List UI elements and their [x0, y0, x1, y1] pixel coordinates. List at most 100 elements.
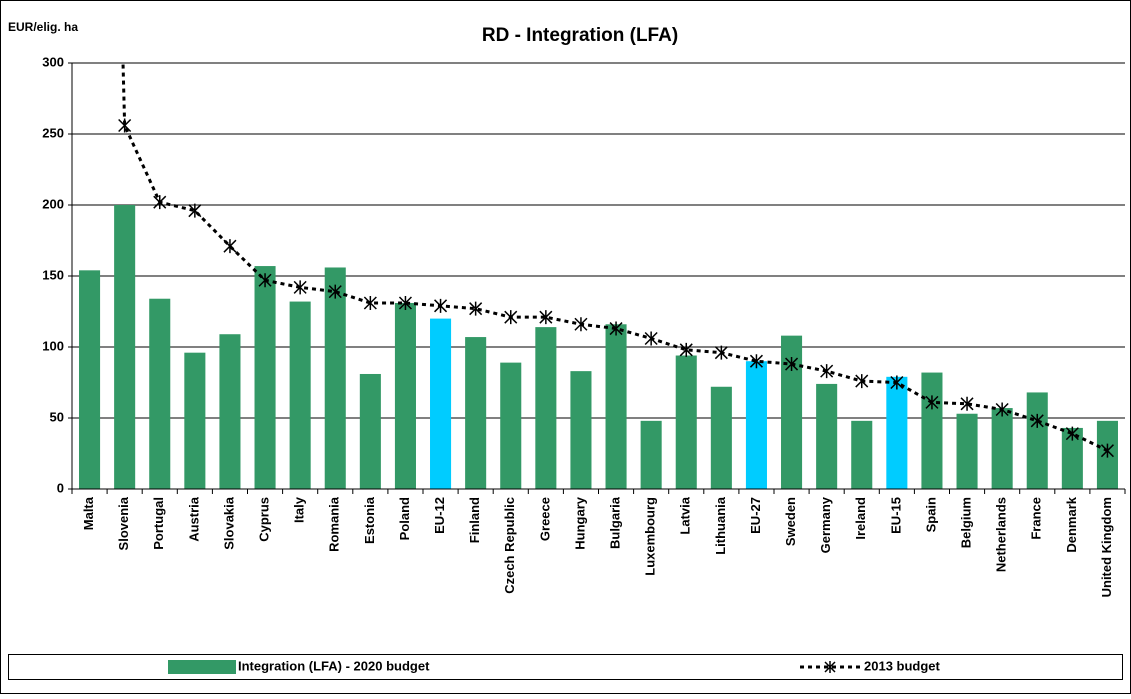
x-tick-label: Bulgaria: [607, 496, 622, 549]
y-axis-label: EUR/elig. ha: [8, 20, 78, 34]
line-marker: [469, 301, 483, 316]
y-tick-label: 50: [50, 409, 64, 424]
bar: [956, 413, 978, 489]
chart-title: RD - Integration (LFA): [482, 25, 678, 46]
bar: [219, 334, 241, 489]
line-marker: [1030, 413, 1044, 428]
line-marker: [855, 374, 869, 389]
line-marker: [539, 310, 553, 325]
y-tick-label: 250: [42, 125, 64, 140]
x-tick-label: Slovakia: [221, 496, 236, 550]
bar: [851, 420, 873, 489]
line-marker: [749, 354, 763, 369]
x-tick-label: Lithuania: [713, 496, 728, 555]
line-marker: [504, 310, 518, 325]
bar: [289, 301, 311, 489]
x-tick-label: France: [1029, 497, 1044, 540]
x-tick-label: Slovenia: [116, 496, 131, 550]
bar: [605, 324, 627, 489]
x-tick-label: Czech Republic: [502, 497, 517, 594]
bar: [710, 386, 732, 489]
line-marker: [118, 118, 132, 133]
x-tick-label: Spain: [923, 497, 938, 532]
x-tick-label: Sweden: [783, 497, 798, 546]
legend-frame: [8, 654, 1123, 680]
line-marker: [188, 203, 202, 218]
bar: [640, 420, 662, 489]
bar: [430, 318, 452, 489]
line-marker: [644, 331, 658, 346]
x-tick-label: Malta: [81, 496, 96, 530]
bar: [149, 298, 171, 489]
x-tick-label: Luxembourg: [643, 497, 658, 576]
line-marker: [574, 317, 588, 332]
line-marker: [1100, 443, 1114, 458]
x-tick-label: United Kingdom: [1099, 497, 1114, 597]
x-tick-label: EU-27: [748, 497, 763, 534]
x-tick-label: Cyprus: [256, 497, 271, 542]
bar: [114, 205, 136, 489]
line-marker: [785, 357, 799, 372]
y-tick-label: 300: [42, 54, 64, 69]
bar: [886, 376, 908, 489]
x-tick-label: Netherlands: [994, 497, 1009, 572]
line-marker: [925, 395, 939, 410]
line-marker: [679, 342, 693, 357]
bar: [324, 267, 346, 489]
x-tick-label: Germany: [818, 496, 833, 553]
x-tick-label: Italy: [292, 496, 307, 523]
line-marker: [153, 195, 167, 210]
line-marker: [328, 284, 342, 299]
line-marker: [995, 402, 1009, 417]
line-marker: [363, 295, 377, 310]
x-tick-label: Estonia: [362, 496, 377, 544]
bar: [465, 337, 487, 489]
x-tick-label: Latvia: [678, 496, 693, 534]
legend-label: Integration (LFA) - 2020 budget: [238, 658, 430, 673]
bar: [570, 371, 592, 489]
line-marker: [890, 375, 904, 390]
bar: [675, 355, 697, 489]
bar: [359, 373, 381, 489]
line-marker: [960, 396, 974, 411]
legend-swatch: [168, 660, 236, 674]
legend-label: 2013 budget: [864, 658, 941, 673]
y-tick-label: 200: [42, 196, 64, 211]
bar: [745, 361, 767, 489]
bar: [816, 383, 838, 489]
x-tick-label: Belgium: [958, 497, 973, 548]
bar: [991, 408, 1013, 489]
x-tick-label: Portugal: [151, 497, 166, 550]
bar: [1061, 427, 1083, 489]
x-tick-label: Finland: [467, 497, 482, 543]
x-tick-label: Romania: [327, 496, 342, 552]
y-tick-label: 0: [57, 480, 64, 495]
line-marker: [434, 298, 448, 313]
legend-marker: [824, 661, 836, 673]
y-tick-label: 100: [42, 338, 64, 353]
x-tick-label: Hungary: [572, 496, 587, 550]
bar: [535, 327, 557, 489]
bar: [254, 266, 276, 489]
x-tick-label: Austria: [186, 496, 201, 542]
bar: [1026, 392, 1048, 489]
line-marker: [609, 321, 623, 336]
x-tick-label: EU-15: [888, 497, 903, 534]
plot-area: [79, 63, 1118, 489]
y-tick-label: 150: [42, 267, 64, 282]
bar: [79, 270, 101, 489]
bar: [921, 372, 943, 489]
bar: [184, 352, 206, 489]
bar: [781, 335, 803, 489]
x-tick-label: Greece: [537, 497, 552, 541]
bar: [394, 302, 416, 489]
line-marker: [398, 295, 412, 310]
x-tick-label: EU-12: [432, 497, 447, 534]
bar: [500, 362, 522, 489]
x-tick-label: Ireland: [853, 497, 868, 540]
line-marker: [1065, 426, 1079, 441]
line-marker: [714, 345, 728, 360]
x-tick-label: Poland: [397, 497, 412, 540]
line-marker: [258, 273, 272, 288]
